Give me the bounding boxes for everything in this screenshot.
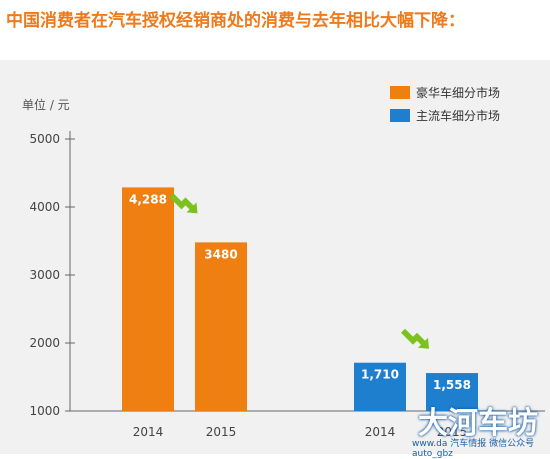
- legend-item-mainstream: 主流车细分市场: [390, 105, 500, 125]
- trend-arrow-icon: [169, 193, 198, 214]
- legend-swatch-luxury: [390, 85, 410, 99]
- bar: [354, 362, 406, 411]
- bar-value-label: 4,288: [129, 192, 167, 206]
- legend-item-luxury: 豪华车细分市场: [390, 82, 500, 102]
- y-tick-label: 5000: [29, 132, 60, 146]
- y-tick-label: 2000: [29, 336, 60, 350]
- unit-label: 单位 / 元: [22, 98, 70, 112]
- bar: [426, 373, 478, 411]
- trend-arrow-icon: [401, 328, 429, 349]
- watermark-logo: 大河车坊: [418, 406, 538, 441]
- legend-label-luxury: 豪华车细分市场: [416, 85, 501, 100]
- y-tick-label: 1000: [29, 404, 60, 418]
- legend-swatch-mainstream: [390, 108, 410, 122]
- bar: [122, 187, 174, 411]
- x-tick-label: 2015: [437, 425, 468, 439]
- legend-label-mainstream: 主流车细分市场: [416, 108, 501, 123]
- page-title: 中国消费者在汽车授权经销商处的消费与去年相比大幅下降：: [6, 11, 465, 31]
- y-tick-label: 3000: [29, 268, 60, 282]
- bar-value-label: 3480: [204, 247, 237, 261]
- x-tick-label: 2015: [206, 425, 237, 439]
- bar-value-label: 1,710: [361, 368, 399, 382]
- bar-value-label: 1,558: [433, 378, 471, 392]
- x-tick-label: 2014: [365, 425, 396, 439]
- x-tick-label: 2014: [133, 425, 164, 439]
- y-tick-label: 4000: [29, 200, 60, 214]
- bar: [195, 242, 247, 411]
- legend: 豪华车细分市场 主流车细分市场: [390, 82, 500, 128]
- watermark-subtext: www.da 汽车情报 微信公众号auto_gbz: [412, 439, 535, 459]
